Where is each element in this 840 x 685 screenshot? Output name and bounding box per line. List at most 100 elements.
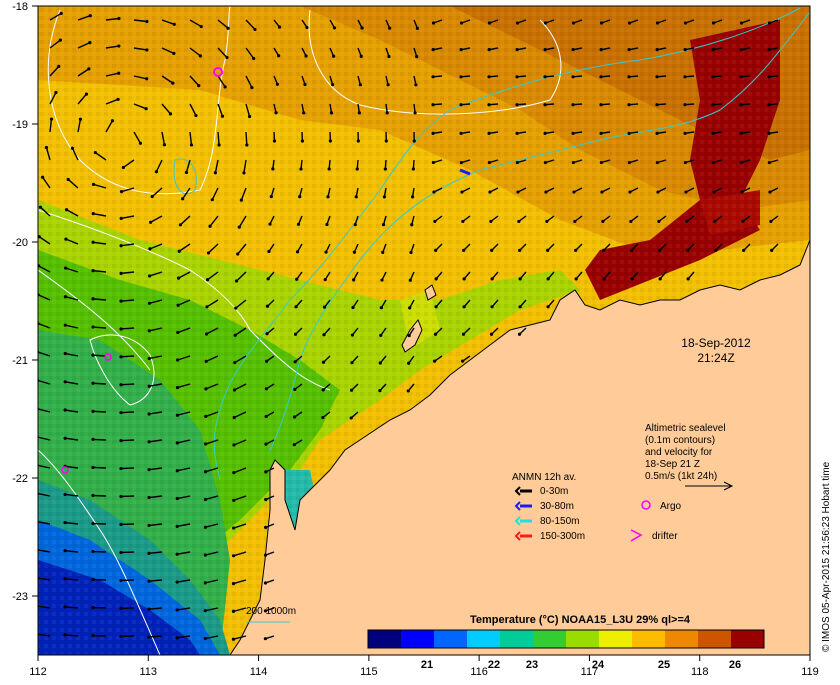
- velocity-arrow-head: [71, 147, 74, 150]
- velocity-arrow: [121, 412, 134, 413]
- velocity-arrow-head: [627, 103, 630, 106]
- velocity-arrow-head: [50, 117, 53, 120]
- velocity-arrow-head: [322, 388, 325, 391]
- velocity-arrow-head: [120, 244, 123, 247]
- colorbar-cell: [599, 630, 633, 648]
- velocity-arrow-head: [387, 55, 390, 58]
- velocity-arrow-head: [460, 21, 463, 24]
- velocity-arrow-head: [383, 195, 386, 198]
- velocity-arrow-head: [176, 580, 179, 583]
- velocity-arrow-head: [683, 103, 686, 106]
- velocity-arrow-head: [267, 277, 270, 280]
- velocity-arrow-head: [176, 414, 179, 417]
- legend-item-label: 150-300m: [540, 531, 585, 542]
- velocity-arrow-head: [656, 190, 659, 193]
- velocity-arrow-head: [687, 277, 690, 280]
- legend-item-label: 0-30m: [540, 486, 568, 497]
- velocity-arrow-head: [91, 522, 94, 525]
- velocity-arrow-head: [266, 305, 269, 308]
- velocity-arrow-head: [387, 83, 390, 86]
- altimetric-note-line: 18-Sep 21 Z: [645, 459, 700, 470]
- velocity-arrow-head: [248, 115, 251, 118]
- velocity-arrow-head: [232, 582, 235, 585]
- velocity-arrow-head: [386, 111, 389, 114]
- velocity-arrow-head: [518, 249, 521, 252]
- colorbar-tick-label: 23: [526, 659, 538, 671]
- velocity-arrow-head: [656, 48, 659, 51]
- velocity-arrow-head: [350, 389, 353, 392]
- velocity-arrow-head: [546, 305, 549, 308]
- velocity-arrow-head: [329, 139, 332, 142]
- velocity-arrow-head: [460, 48, 463, 51]
- velocity-arrow-head: [655, 103, 658, 106]
- velocity-arrow-head: [91, 325, 94, 328]
- velocity-arrow-head: [276, 83, 279, 86]
- velocity-arrow-head: [435, 277, 438, 280]
- velocity-arrow-head: [333, 26, 336, 29]
- velocity-arrow-head: [139, 142, 142, 145]
- velocity-arrow-head: [411, 195, 414, 198]
- velocity-arrow-head: [380, 278, 383, 281]
- colorbar-cells: [368, 630, 765, 648]
- velocity-arrow-head: [488, 48, 491, 51]
- velocity-arrow-head: [712, 21, 715, 24]
- velocity-arrow-head: [190, 143, 193, 146]
- velocity-arrow-head: [409, 279, 412, 282]
- lon-tick-label: 113: [140, 666, 158, 678]
- velocity-arrow-head: [517, 220, 520, 223]
- velocity-arrow-head: [64, 238, 67, 241]
- velocity-arrow-head: [742, 249, 745, 252]
- velocity-arrow-head: [490, 333, 493, 336]
- velocity-arrow-head: [463, 277, 466, 280]
- velocity-arrow-head: [176, 525, 179, 528]
- lat-tick-label: -19: [12, 119, 28, 131]
- velocity-arrow-head: [572, 21, 575, 24]
- velocity-arrow-head: [571, 75, 574, 78]
- velocity-arrow-head: [176, 553, 179, 556]
- velocity-arrow-head: [117, 44, 120, 47]
- colorbar-cell: [401, 630, 435, 648]
- velocity-arrow-head: [380, 306, 383, 309]
- velocity-arrow-head: [194, 114, 197, 117]
- velocity-arrow-head: [332, 55, 335, 58]
- velocity-arrow-head: [36, 407, 39, 410]
- velocity-arrow-head: [185, 171, 188, 174]
- velocity-arrow-head: [119, 411, 122, 414]
- velocity-arrow-head: [628, 190, 631, 193]
- velocity-arrow-head: [176, 331, 179, 334]
- velocity-arrow-head: [242, 171, 245, 174]
- velocity-arrow-head: [91, 634, 94, 637]
- velocity-arrow-head: [461, 360, 464, 363]
- latitude-axis: -18-19-20-21-22-23: [12, 1, 38, 603]
- velocity-arrow-head: [416, 27, 419, 30]
- velocity-arrow-head: [410, 223, 413, 226]
- velocity-arrow-head: [274, 111, 277, 114]
- velocity-arrow-head: [461, 220, 464, 223]
- velocity-arrow-head: [91, 297, 94, 300]
- velocity-arrow-head: [148, 440, 151, 443]
- velocity-arrow-head: [119, 383, 122, 386]
- velocity-arrow-head: [547, 277, 550, 280]
- velocity-arrow-head: [298, 195, 301, 198]
- velocity-arrow-head: [627, 132, 630, 135]
- velocity-arrow-head: [434, 249, 437, 252]
- velocity-arrow-head: [252, 57, 255, 60]
- velocity-arrow-head: [120, 190, 123, 193]
- velocity-arrow-head: [147, 580, 150, 583]
- velocity-arrow-head: [434, 305, 437, 308]
- velocity-arrow: [121, 468, 134, 469]
- velocity-arrow-head: [232, 554, 235, 557]
- velocity-arrow-head: [388, 27, 391, 30]
- velocity-arrow-head: [302, 111, 305, 114]
- lon-tick-label: 115: [360, 666, 378, 678]
- velocity-arrow-head: [628, 21, 631, 24]
- velocity-arrow-head: [515, 75, 518, 78]
- velocity-arrow-head: [356, 167, 359, 170]
- isobath-label: 200 1000m: [246, 606, 296, 617]
- velocity-arrow-head: [268, 222, 271, 225]
- velocity-arrow-head: [145, 77, 148, 80]
- velocity-arrow-head: [119, 635, 122, 638]
- velocity-arrow: [121, 440, 134, 441]
- velocity-arrow-head: [354, 223, 357, 226]
- velocity-arrow-head: [147, 524, 150, 527]
